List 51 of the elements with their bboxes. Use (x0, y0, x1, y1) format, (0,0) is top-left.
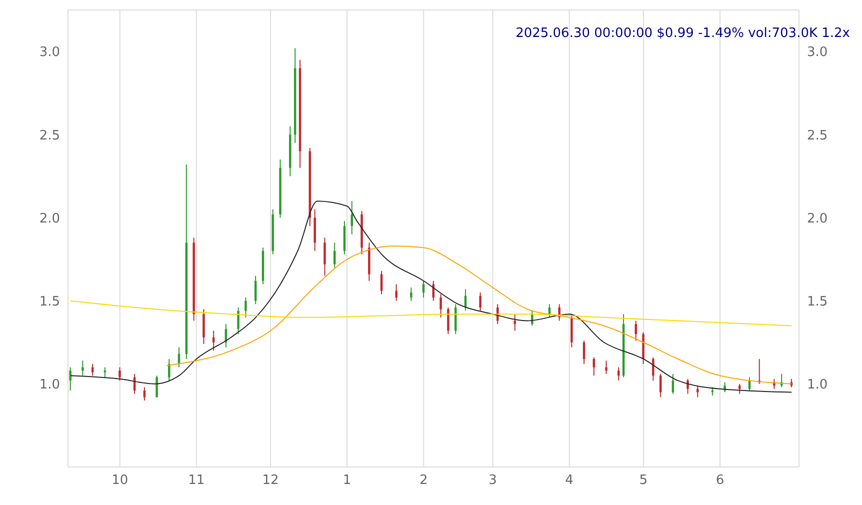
candlestick (531, 310, 534, 326)
candlestick (69, 366, 72, 392)
candlestick (324, 237, 326, 276)
candlestick (738, 383, 741, 394)
candlestick (104, 366, 106, 378)
y-tick-label: 1.5 (39, 294, 60, 310)
candlestick (410, 287, 412, 302)
candlestick (422, 280, 425, 298)
candlestick (118, 366, 121, 382)
candlestick (558, 304, 560, 322)
y-tick-label: 1.0 (39, 378, 60, 393)
y2-tick-label: 2.5 (807, 128, 828, 144)
candlestick (440, 294, 442, 318)
candlestick (605, 360, 608, 374)
line-series (166, 245, 792, 384)
candlestick (82, 360, 84, 376)
candlestick (592, 356, 596, 376)
y-tick-label: 2.5 (39, 128, 60, 144)
candlestick (333, 242, 336, 268)
x-tick-label: 6 (716, 473, 724, 488)
y2-tick-label: 1.5 (807, 294, 828, 310)
line-series (70, 200, 792, 393)
candlestick (652, 356, 654, 382)
line-series (70, 300, 792, 326)
y2-tick-label: 3.0 (807, 45, 828, 60)
candlestick (380, 270, 383, 295)
x-tick-label: 5 (639, 473, 648, 488)
x-tick-label: 1 (342, 473, 352, 488)
candlestick (617, 366, 620, 382)
text: 2025.06.30 00:00:00 $0.99 -1.49% vol:703.0K 1.2x (516, 26, 850, 41)
candlestick (395, 284, 398, 302)
x-tick-label: 11 (188, 473, 205, 488)
candlestick (634, 320, 637, 342)
x-tick-label: 10 (112, 473, 128, 488)
candlestick (244, 296, 247, 318)
x-tick-label: 4 (565, 473, 574, 488)
y2-tick-label: 1.0 (807, 378, 828, 393)
candlestick (686, 378, 689, 394)
y-tick-label: 3.0 (39, 45, 60, 60)
y-tick-label: 2.0 (39, 211, 60, 226)
x-tick-label: 2 (419, 473, 428, 488)
candlestick (254, 275, 257, 305)
x-tick-label: 3 (488, 473, 497, 488)
candlestick (447, 306, 450, 335)
x-tick-label: 12 (262, 473, 279, 488)
candlestick (237, 306, 240, 335)
candlestick (212, 330, 215, 352)
candlestick (91, 363, 94, 376)
candlestick (479, 292, 482, 312)
candlestick (202, 308, 205, 345)
y2-tick-label: 2.0 (807, 211, 828, 226)
